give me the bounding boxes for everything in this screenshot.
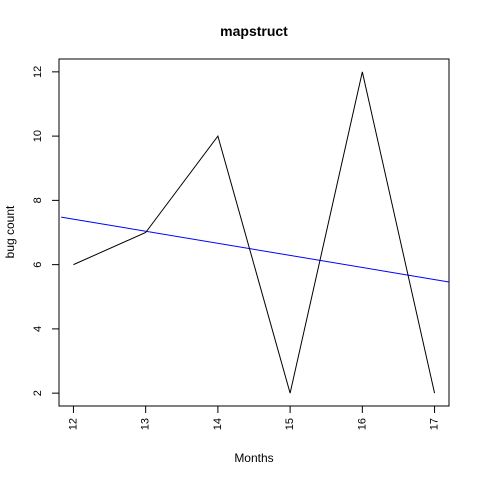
y-tick-label: 6 [32, 262, 44, 268]
y-tick-label: 12 [32, 66, 44, 78]
x-axis: 12 13 14 15 16 17 [67, 406, 441, 430]
x-tick-label: 16 [356, 418, 368, 430]
y-tick-label: 2 [32, 390, 44, 396]
y-tick-label: 8 [32, 197, 44, 203]
x-tick-label: 14 [212, 418, 224, 430]
plot-frame [58, 58, 450, 407]
series-line [73, 71, 436, 394]
trend-line-layer [61, 216, 450, 283]
y-tick-label: 4 [32, 326, 44, 332]
y-axis: 2 4 6 8 10 12 [32, 66, 59, 396]
x-tick-label: 12 [67, 418, 79, 430]
y-tick-label: 10 [32, 130, 44, 142]
x-tick-label: 15 [284, 418, 296, 430]
trend-line [61, 216, 450, 283]
series-layer [73, 71, 436, 394]
y-axis-label: bug count [3, 205, 17, 258]
x-axis-label: Months [234, 451, 273, 465]
chart-title: mapstruct [220, 23, 288, 39]
x-tick-label: 13 [140, 418, 152, 430]
x-tick-label: 17 [429, 418, 441, 430]
